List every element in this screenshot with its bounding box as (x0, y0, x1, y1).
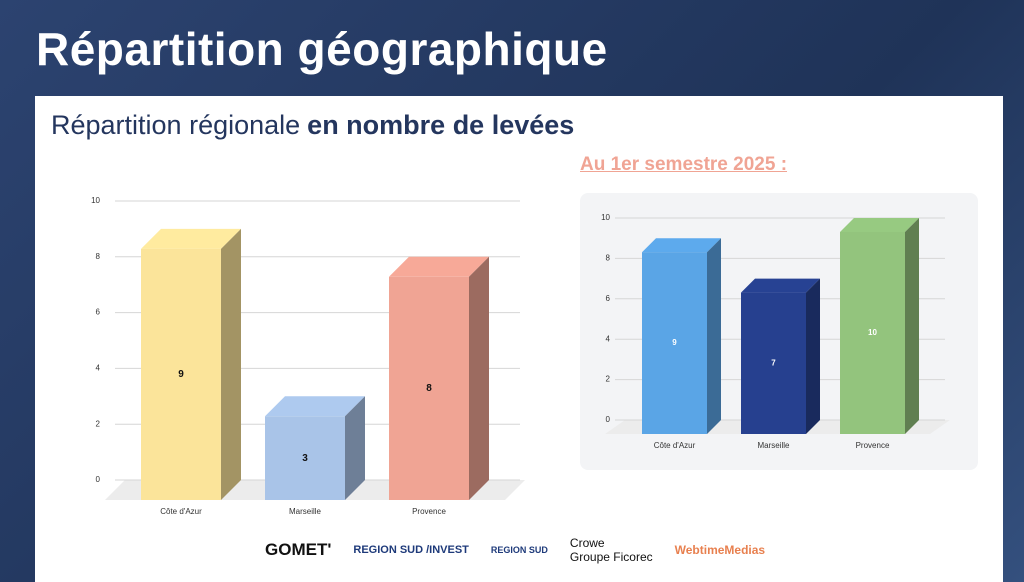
logos: GOMET' REGION SUD /INVEST REGION SUD Cro… (265, 536, 825, 564)
y-tick-label: 6 (96, 308, 101, 317)
y-tick-label: 4 (606, 334, 611, 343)
logo-text: Crowe (569, 536, 605, 550)
y-tick-label: 8 (96, 252, 101, 261)
logo: REGION SUD /INVEST (353, 544, 469, 556)
card: Répartition régionale en nombre de levées… (35, 96, 1003, 582)
charts: 0 2 4 6 8 10 9 Côte d'Azur 3 Marseille 8 Provence 0 2… (91, 196, 950, 516)
logo: GOMET' (265, 540, 332, 559)
y-tick-label: 0 (96, 475, 101, 484)
x-tick-label: Côte d'Azur (654, 441, 696, 450)
bar-top (840, 218, 919, 232)
y-tick-label: 2 (96, 419, 101, 428)
bar (141, 248, 221, 500)
slide-title: Répartition géographique (36, 23, 608, 75)
logo: REGION SUD (490, 545, 548, 555)
bar-top (642, 238, 721, 253)
logo: WebtimeMedias (674, 543, 766, 557)
value-label: 8 (426, 383, 432, 394)
logo-text: Groupe Ficorec (569, 550, 653, 564)
bar-top (741, 278, 820, 293)
x-tick-label: Marseille (757, 441, 790, 450)
bar-top (389, 256, 489, 277)
subtitle: Répartition régionale en nombre de levées (51, 110, 574, 141)
bar-side (345, 396, 365, 500)
bar-side (469, 256, 489, 500)
subtitle-bold: en nombre de levées (307, 110, 575, 140)
bar-top (265, 396, 365, 417)
y-tick-label: 8 (606, 254, 611, 263)
x-tick-label: Côte d'Azur (160, 507, 202, 516)
bar-top (141, 228, 241, 249)
bar (741, 292, 806, 434)
y-tick-label: 4 (96, 364, 101, 373)
logo: Crowe Groupe Ficorec (570, 536, 653, 564)
value-label: 9 (672, 338, 677, 347)
x-tick-label: Provence (856, 441, 890, 450)
y-tick-label: 6 (606, 294, 611, 303)
bar-side (707, 238, 721, 434)
x-tick-label: Marseille (289, 507, 322, 516)
value-label: 7 (771, 358, 776, 367)
bar-side (806, 278, 820, 434)
value-label: 3 (302, 453, 308, 464)
y-tick-label: 0 (606, 415, 611, 424)
bar-side (905, 218, 919, 434)
value-label: 10 (868, 328, 877, 337)
bar (642, 252, 707, 434)
x-tick-label: Provence (412, 507, 446, 516)
period-heading: Au 1er semestre 2025 : (580, 154, 788, 175)
bar (389, 276, 469, 500)
y-tick-label: 10 (601, 213, 610, 222)
bar (265, 416, 345, 500)
subtitle-plain: Répartition régionale (51, 110, 301, 140)
bar (840, 232, 905, 434)
bar-side (221, 228, 241, 500)
y-tick-label: 10 (91, 196, 100, 205)
y-tick-label: 2 (606, 375, 611, 384)
value-label: 9 (178, 369, 184, 380)
